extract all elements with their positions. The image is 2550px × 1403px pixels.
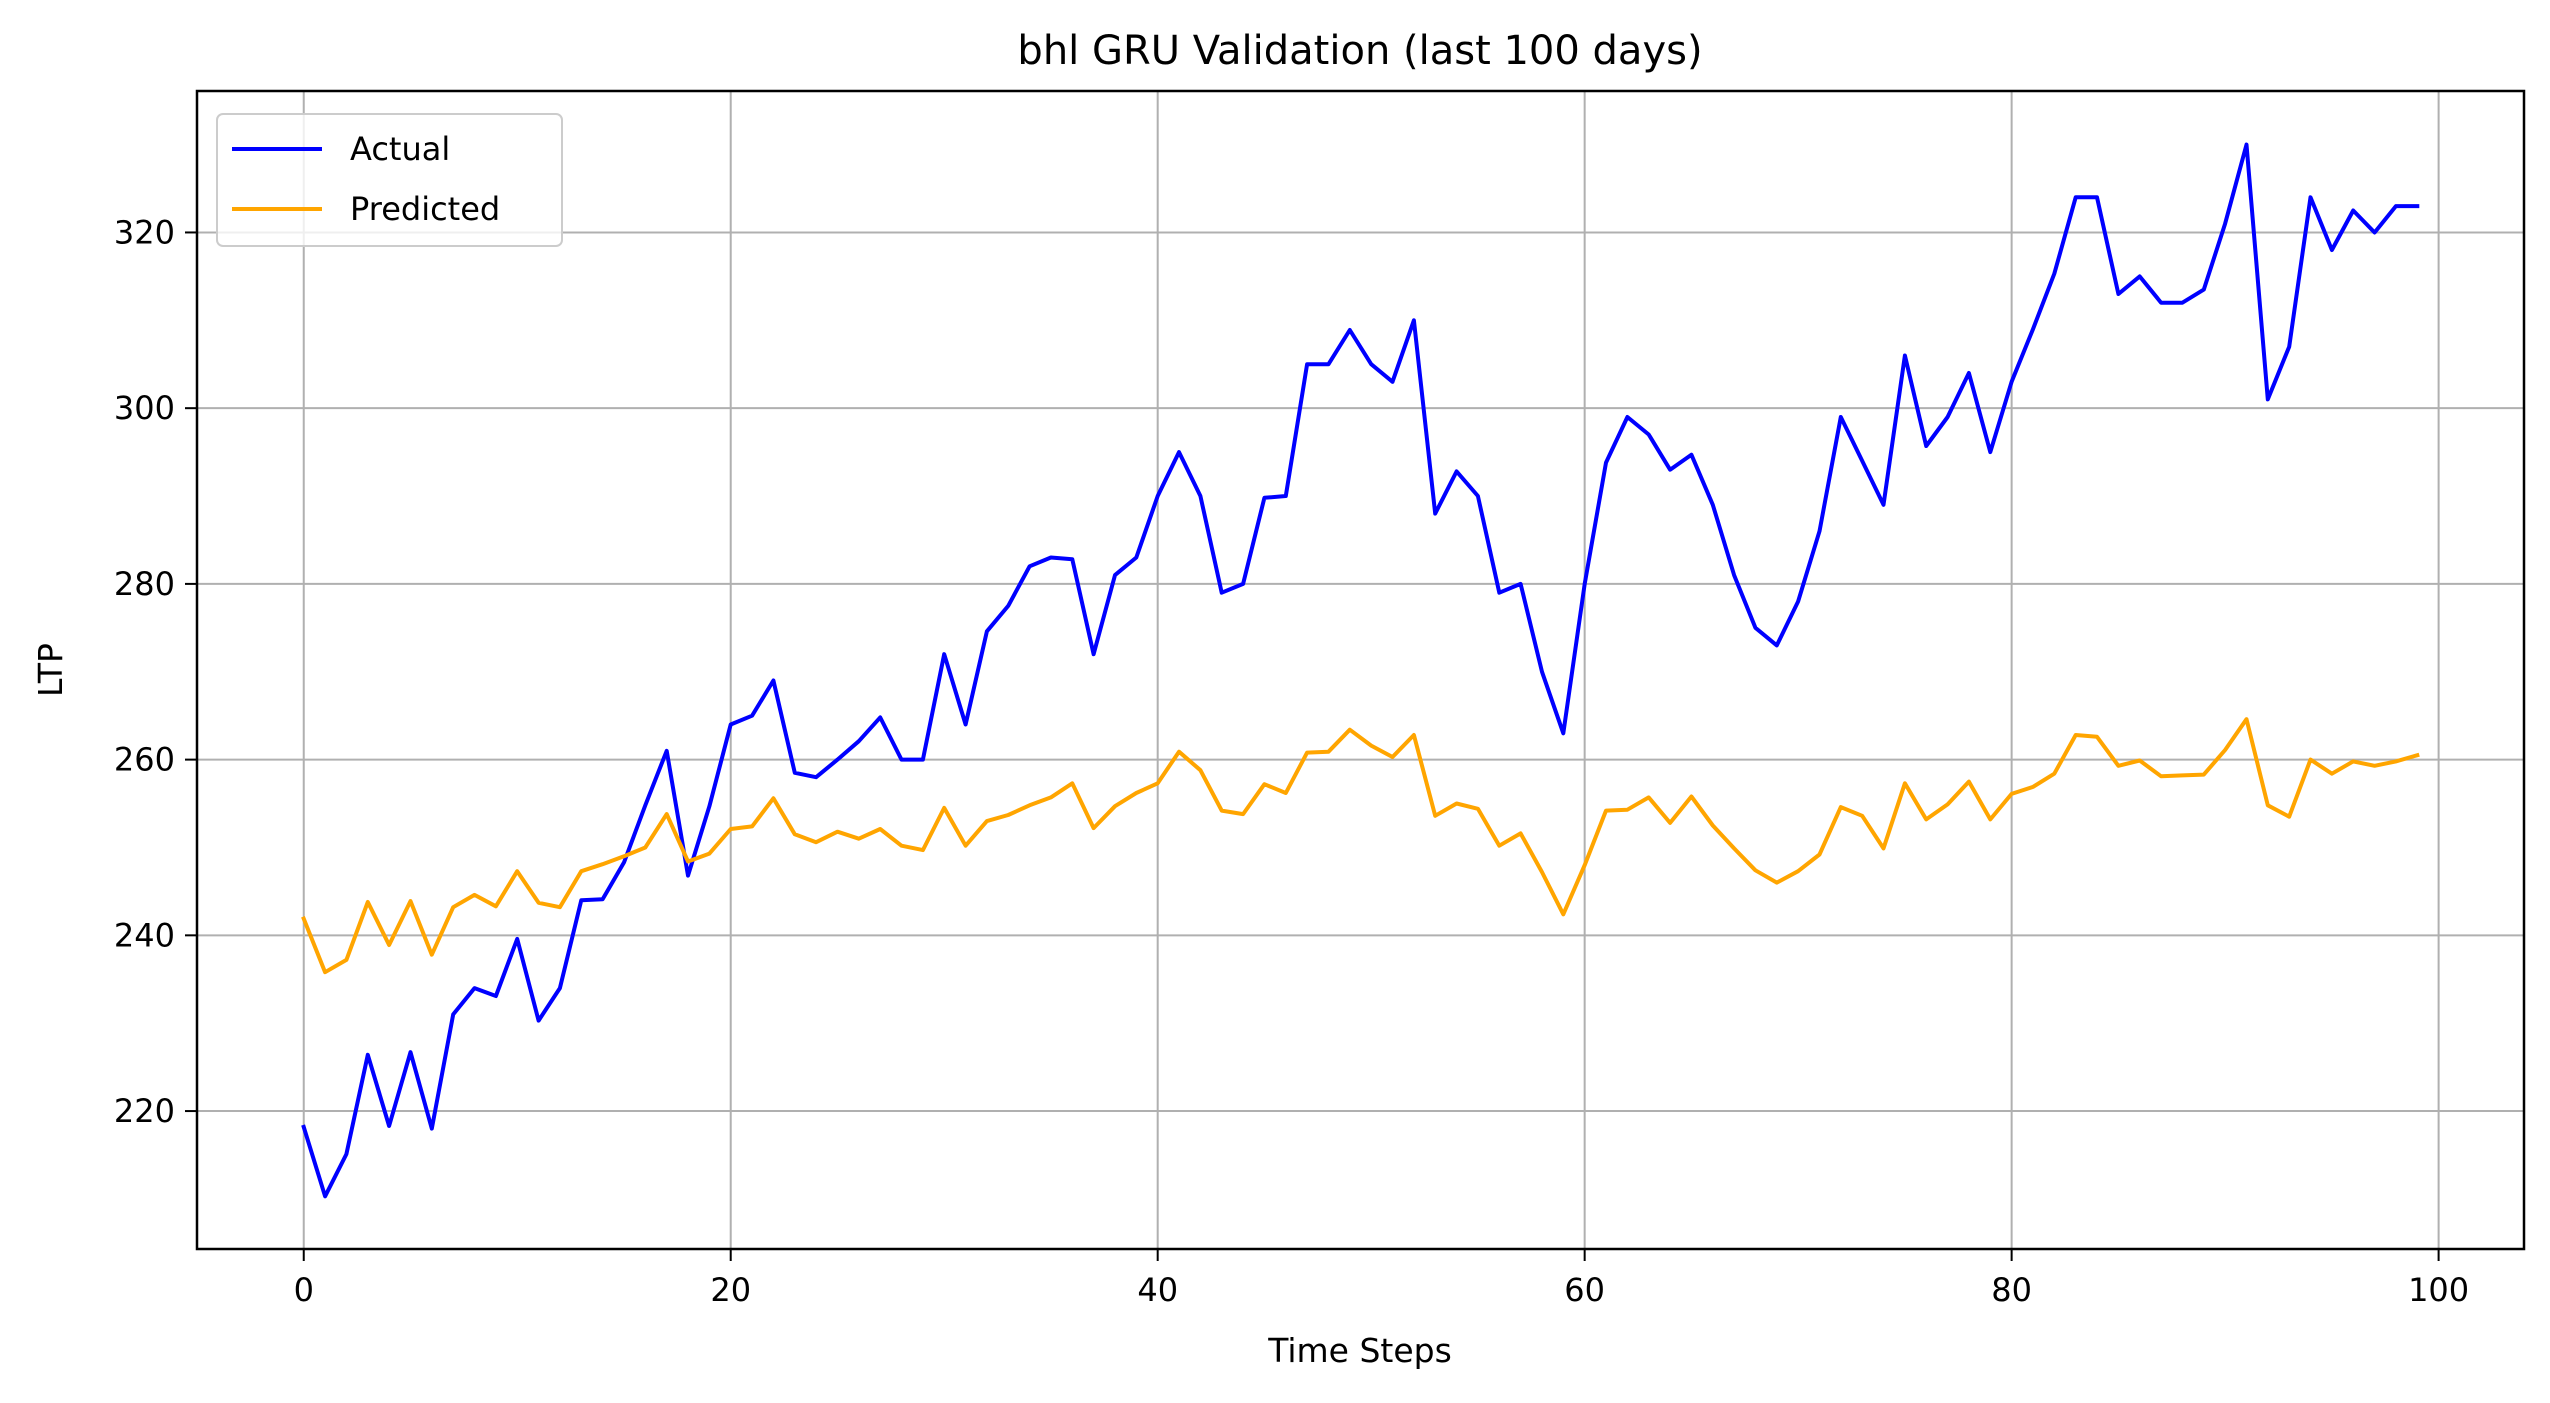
chart-title: bhl GRU Validation (last 100 days) bbox=[1017, 28, 1702, 74]
y-axis-label: LTP bbox=[31, 643, 70, 697]
legend-label-actual: Actual bbox=[350, 130, 450, 168]
series-lines bbox=[301, 142, 2420, 1199]
x-axis-ticks: 0 20 40 60 80 100 bbox=[294, 1249, 2469, 1309]
x-tick-label: 0 bbox=[294, 1271, 314, 1309]
x-axis-label: Time Steps bbox=[1267, 1331, 1452, 1370]
series-line-actual bbox=[301, 142, 2420, 1199]
y-tick-label: 220 bbox=[114, 1092, 175, 1130]
x-tick-label: 20 bbox=[710, 1271, 751, 1309]
y-tick-label: 320 bbox=[114, 213, 175, 251]
legend-label-predicted: Predicted bbox=[350, 190, 500, 228]
series-line-predicted bbox=[301, 717, 2420, 975]
plot-area-frame bbox=[195, 89, 2526, 1251]
y-tick-label: 300 bbox=[114, 389, 175, 427]
x-tick-label: 100 bbox=[2408, 1271, 2469, 1309]
y-axis-ticks: 220 240 260 280 300 320 bbox=[114, 213, 197, 1130]
x-tick-label: 60 bbox=[1564, 1271, 1605, 1309]
grid-lines bbox=[197, 91, 2524, 1249]
x-tick-label: 80 bbox=[1991, 1271, 2032, 1309]
x-tick-label: 40 bbox=[1137, 1271, 1178, 1309]
y-tick-label: 260 bbox=[114, 741, 175, 779]
y-tick-label: 240 bbox=[114, 916, 175, 954]
legend: Actual Predicted bbox=[216, 113, 563, 247]
y-tick-label: 280 bbox=[114, 565, 175, 603]
